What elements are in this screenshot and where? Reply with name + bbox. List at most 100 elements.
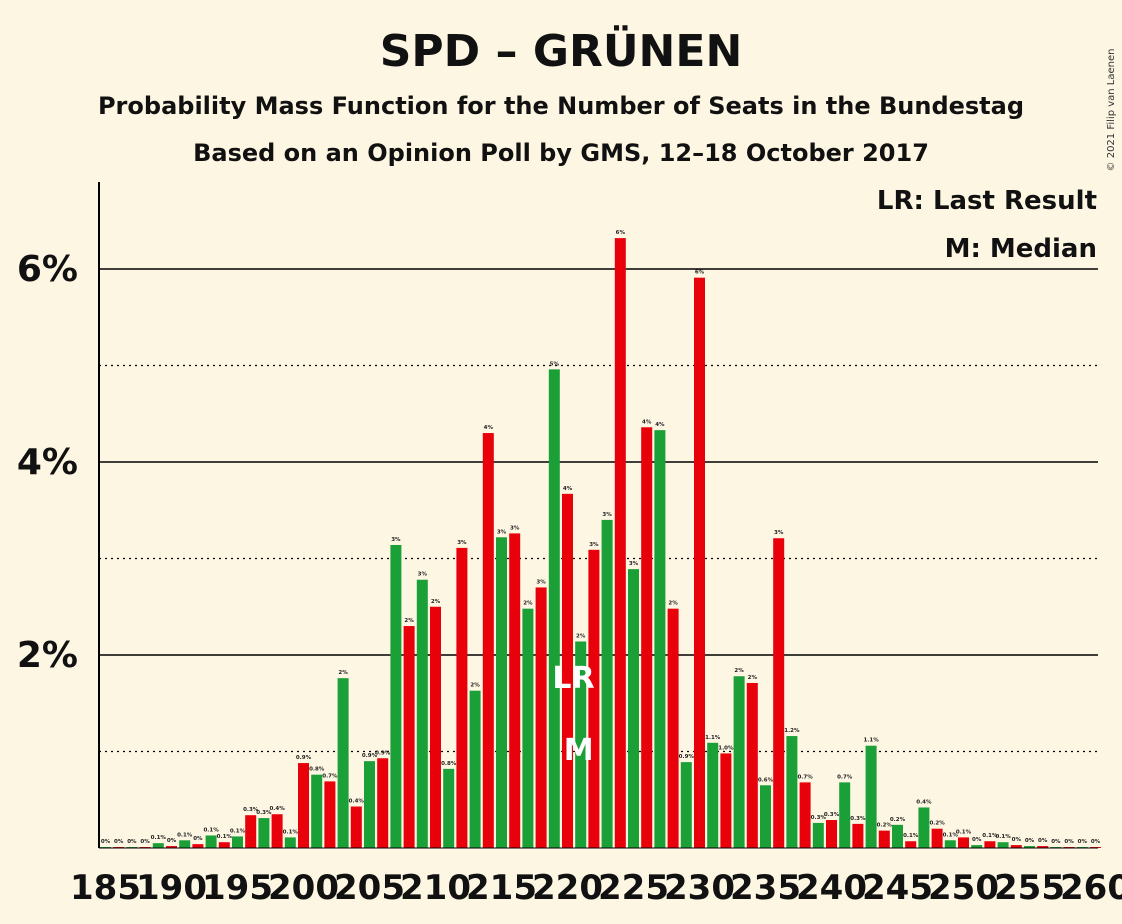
bar-seat-197 bbox=[258, 818, 270, 848]
bar-value-label: 0% bbox=[127, 839, 137, 845]
bar-value-label: 0% bbox=[167, 838, 177, 844]
bar-value-label: 0.1% bbox=[943, 832, 959, 838]
bar-value-label: 3% bbox=[589, 542, 599, 548]
bar-value-label: 0.8% bbox=[441, 761, 457, 767]
bar-seat-224 bbox=[614, 238, 626, 848]
bar-seat-208 bbox=[403, 626, 415, 848]
bar-value-label: 0.9% bbox=[362, 753, 378, 759]
x-tick-label: 200 bbox=[268, 868, 339, 908]
bar-value-label: 0.2% bbox=[877, 823, 893, 829]
x-tick-label: 260 bbox=[1060, 868, 1122, 908]
bar-seat-255 bbox=[1024, 846, 1035, 848]
bar-value-label: 0.3% bbox=[256, 810, 272, 816]
bar-seat-200 bbox=[298, 763, 309, 848]
bar-value-label: 3% bbox=[602, 512, 612, 518]
bar-value-label: 2% bbox=[748, 675, 758, 681]
bar-value-label: 3% bbox=[497, 529, 507, 535]
bar-value-label: 0.1% bbox=[995, 834, 1011, 840]
bar-value-label: 0.3% bbox=[850, 816, 866, 822]
bar-value-label: 0.3% bbox=[824, 812, 840, 818]
y-tick-label: 2% bbox=[17, 635, 78, 676]
bar-value-label: 4% bbox=[655, 422, 665, 428]
bar-seat-196 bbox=[245, 815, 257, 848]
bar-value-label: 0% bbox=[1064, 839, 1074, 845]
bar-seat-215 bbox=[496, 537, 507, 848]
bar-seat-240 bbox=[826, 820, 837, 848]
bar-value-label: 0.7% bbox=[322, 773, 338, 779]
bar-seat-232 bbox=[720, 753, 732, 848]
x-tick-label: 190 bbox=[136, 868, 207, 908]
bar-value-label: 0% bbox=[1091, 839, 1101, 845]
bar-seat-234 bbox=[746, 682, 758, 848]
legend-last-result: LR: Last Result bbox=[877, 186, 1097, 216]
bar-seat-250 bbox=[958, 837, 969, 848]
bar-seat-218 bbox=[535, 587, 547, 848]
bar-seat-221 bbox=[575, 641, 587, 848]
bar-value-label: 0.3% bbox=[811, 815, 827, 821]
bar-value-label: 0.7% bbox=[797, 774, 813, 780]
bar-seat-238 bbox=[799, 782, 811, 848]
x-tick-label: 225 bbox=[598, 868, 669, 908]
bar-value-label: 2% bbox=[338, 670, 348, 676]
bar-value-label: 0% bbox=[1078, 839, 1088, 845]
bar-value-label: 2% bbox=[576, 633, 586, 639]
bar-seat-207 bbox=[390, 544, 402, 848]
bar-value-label: 3% bbox=[457, 540, 467, 546]
bar-value-label: 0.8% bbox=[309, 767, 325, 773]
bar-value-label: 0% bbox=[1012, 837, 1022, 843]
bar-value-label: 0% bbox=[193, 836, 203, 842]
x-tick-label: 235 bbox=[730, 868, 801, 908]
bar-seat-223 bbox=[601, 519, 613, 848]
bar-seat-244 bbox=[878, 830, 890, 848]
bar-value-label: 1.0% bbox=[718, 745, 734, 751]
bar-seat-235 bbox=[760, 785, 771, 848]
bar-value-label: 2% bbox=[431, 599, 441, 605]
bar-seat-236 bbox=[773, 538, 785, 848]
bar-seat-229 bbox=[680, 762, 692, 848]
bar-value-label: 0.4% bbox=[916, 799, 932, 805]
bar-value-label: 3% bbox=[629, 561, 639, 567]
bar-value-label: 4% bbox=[484, 425, 494, 431]
copyright-text: © 2021 Filip van Laenen bbox=[1106, 49, 1117, 172]
bar-value-label: 6% bbox=[695, 270, 705, 276]
bar-seat-253 bbox=[997, 842, 1009, 848]
bar-value-label: 0% bbox=[1038, 838, 1048, 844]
bar-seat-214 bbox=[482, 433, 494, 848]
bar-seat-247 bbox=[918, 807, 930, 848]
bar-value-label: 0.1% bbox=[982, 833, 998, 839]
bar-seat-222 bbox=[588, 549, 600, 848]
bar-seat-242 bbox=[852, 823, 864, 848]
bar-value-label: 0.1% bbox=[903, 833, 919, 839]
bar-value-label: 0.1% bbox=[230, 828, 246, 834]
bar-seat-205 bbox=[364, 761, 375, 848]
bar-value-label: 0.2% bbox=[929, 821, 945, 827]
bar-value-label: 2% bbox=[404, 618, 414, 624]
bar-seat-190 bbox=[166, 846, 177, 848]
bar-seat-249 bbox=[944, 840, 956, 848]
bar-seat-217 bbox=[522, 608, 534, 848]
bar-seat-210 bbox=[430, 606, 441, 848]
bar-value-label: 0.1% bbox=[151, 835, 167, 841]
bar-seat-233 bbox=[733, 676, 745, 848]
bar-value-label: 0.9% bbox=[679, 754, 695, 760]
bar-value-label: 5% bbox=[550, 361, 560, 367]
median-marker: M bbox=[564, 733, 594, 768]
bar-value-label: 2% bbox=[734, 668, 744, 674]
x-tick-label: 185 bbox=[70, 868, 141, 908]
bar-value-label: 3% bbox=[536, 579, 546, 585]
bar-value-label: 0.4% bbox=[349, 799, 365, 805]
bar-seat-213 bbox=[469, 690, 481, 848]
bar-value-label: 0.1% bbox=[283, 829, 299, 835]
bar-value-label: 0.2% bbox=[890, 817, 906, 823]
bar-seat-206 bbox=[377, 758, 389, 848]
bar-seat-193 bbox=[205, 835, 217, 848]
bar-value-label: 0.1% bbox=[203, 827, 219, 833]
bar-seat-225 bbox=[628, 569, 639, 848]
bar-value-label: 0% bbox=[114, 839, 124, 845]
bar-seat-239 bbox=[812, 822, 824, 848]
bar-seat-219 bbox=[548, 369, 560, 848]
y-tick-label: 4% bbox=[17, 442, 78, 483]
bar-value-label: 0.9% bbox=[296, 755, 312, 761]
bar-value-label: 3% bbox=[510, 525, 520, 531]
